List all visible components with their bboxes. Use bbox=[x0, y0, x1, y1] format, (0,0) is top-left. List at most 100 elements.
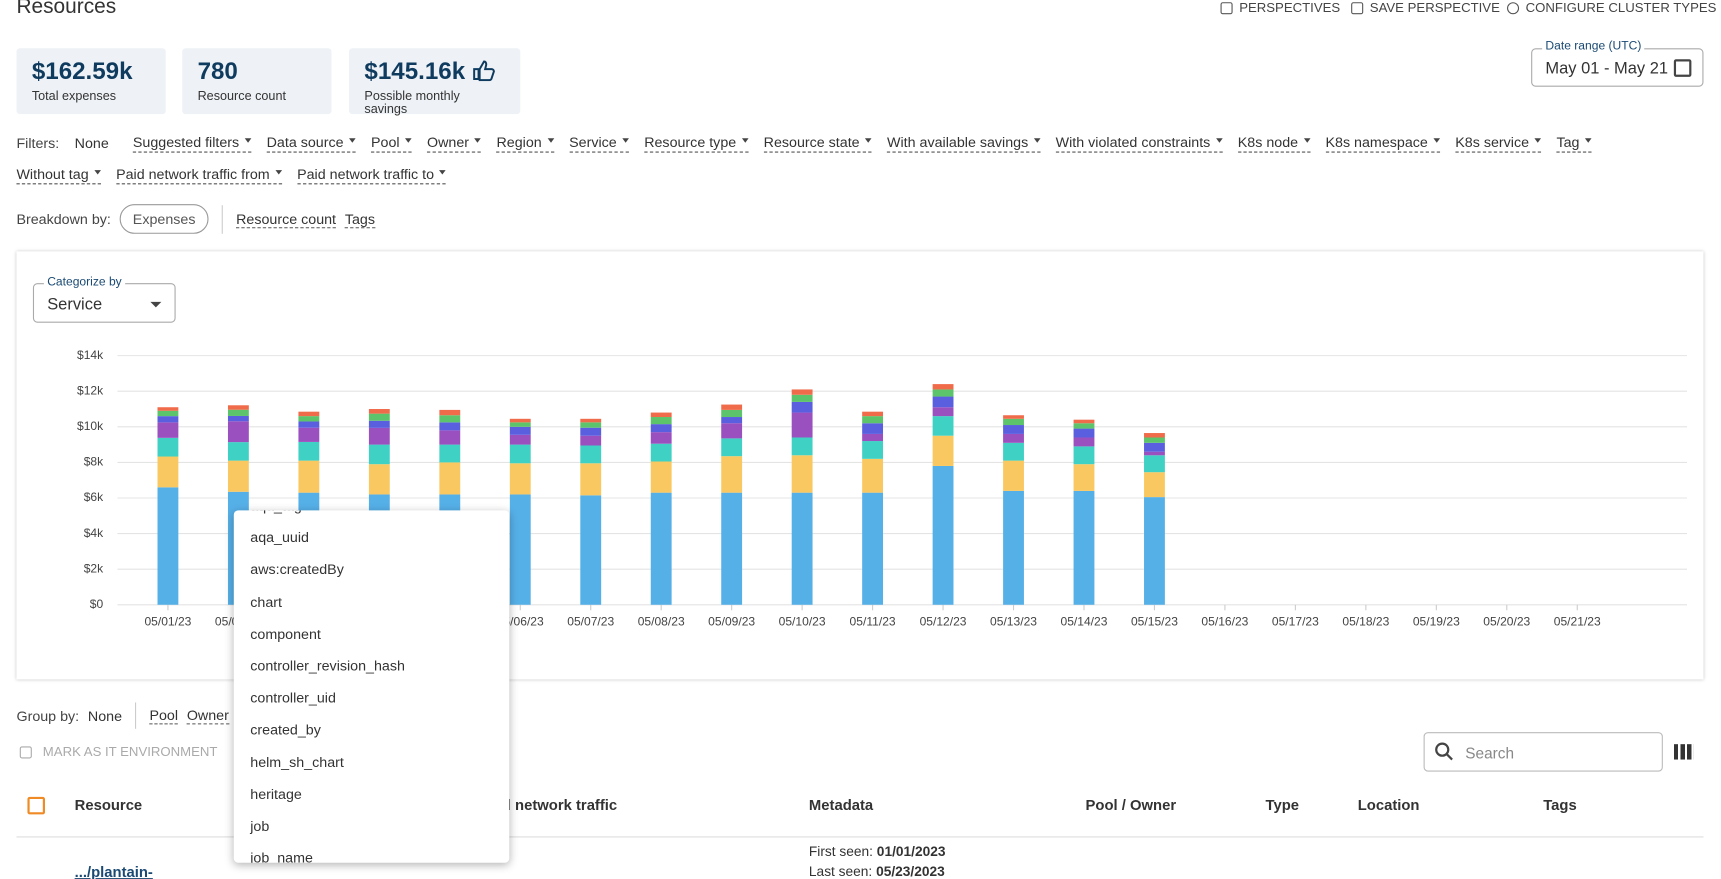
select-all-checkbox[interactable] bbox=[27, 797, 45, 815]
menu-item[interactable]: controller_revision_hash bbox=[250, 657, 405, 673]
filter-dropdown[interactable]: Owner bbox=[427, 134, 481, 153]
menu-item[interactable]: heritage bbox=[250, 786, 302, 802]
filter-dropdown[interactable]: Data source bbox=[267, 134, 356, 153]
configure-button[interactable]: CONFIGURE CLUSTER TYPES bbox=[1507, 0, 1716, 15]
thumbs-up-icon bbox=[472, 59, 496, 81]
bar-segment bbox=[158, 457, 179, 488]
menu-item[interactable]: job_name bbox=[250, 850, 313, 863]
bar-segment bbox=[792, 389, 813, 394]
bar-segment bbox=[1074, 464, 1095, 491]
filter-dropdown[interactable]: Suggested filters bbox=[133, 134, 251, 153]
filter-dropdown[interactable]: K8s service bbox=[1455, 134, 1541, 153]
bar-segment bbox=[721, 405, 742, 410]
card-value: $162.59k bbox=[32, 57, 151, 86]
bar-segment bbox=[580, 436, 601, 446]
card-value: 780 bbox=[198, 57, 317, 86]
column-header[interactable]: Metadata bbox=[809, 797, 873, 813]
bar-segment bbox=[1144, 452, 1165, 456]
bar-segment bbox=[158, 407, 179, 411]
filter-dropdown[interactable]: Resource state bbox=[764, 134, 872, 153]
columns-icon[interactable] bbox=[1674, 744, 1694, 759]
menu-item[interactable]: chart bbox=[250, 593, 282, 609]
menu-item[interactable]: component bbox=[250, 625, 321, 641]
date-range-picker[interactable]: Date range (UTC)May 01 - May 21 bbox=[1531, 48, 1703, 86]
filter-dropdown[interactable]: Without tag bbox=[16, 166, 100, 185]
bar-segment bbox=[721, 456, 742, 492]
group-option[interactable]: Owner bbox=[187, 707, 229, 725]
breakdown-option[interactable]: Resource count bbox=[236, 210, 336, 228]
bar-segment bbox=[651, 432, 672, 444]
bar-segment bbox=[792, 413, 813, 438]
filter-dropdown[interactable]: K8s namespace bbox=[1326, 134, 1440, 153]
filter-dropdown[interactable]: Service bbox=[569, 134, 629, 153]
x-tick-label: 05/12/23 bbox=[920, 615, 967, 629]
column-header[interactable]: Tags bbox=[1543, 797, 1576, 813]
x-tick-label: 05/18/23 bbox=[1342, 615, 1389, 629]
bar-segment bbox=[862, 441, 883, 459]
x-tick-label: 05/21/23 bbox=[1554, 615, 1601, 629]
bar-segment bbox=[510, 463, 531, 494]
filter-dropdown[interactable]: With violated constraints bbox=[1056, 134, 1223, 153]
x-tick-label: 05/15/23 bbox=[1131, 615, 1178, 629]
meta-value: 05/23/2023 bbox=[876, 864, 945, 879]
menu-item[interactable]: aws:createdBy bbox=[250, 561, 344, 577]
card-label: Total expenses bbox=[32, 90, 151, 103]
group-by: Group by:NonePoolOwner bbox=[16, 702, 228, 728]
bar-segment bbox=[933, 397, 954, 408]
filter-dropdown[interactable]: Tag bbox=[1556, 134, 1591, 153]
bar-segment bbox=[580, 463, 601, 495]
filter-dropdown[interactable]: Pool bbox=[371, 134, 412, 153]
save-perspective-button[interactable]: SAVE PERSPECTIVE bbox=[1351, 0, 1500, 15]
column-header[interactable]: Pool / Owner bbox=[1086, 797, 1177, 813]
bar-segment bbox=[369, 464, 390, 494]
column-header[interactable]: Location bbox=[1358, 797, 1420, 813]
bar-segment bbox=[651, 417, 672, 424]
bar-segment bbox=[1003, 491, 1024, 605]
bar-segment bbox=[651, 413, 672, 417]
menu-item[interactable]: created_by bbox=[250, 722, 321, 738]
resource-link[interactable]: .../plantain- bbox=[75, 864, 153, 879]
bar-segment bbox=[228, 405, 249, 409]
menu-item[interactable]: aqa_uuid bbox=[250, 529, 309, 545]
y-tick-label: $8k bbox=[84, 455, 104, 469]
breakdown-option[interactable]: Tags bbox=[345, 210, 375, 228]
summary-card: 780Resource count bbox=[182, 48, 331, 114]
categorize-select[interactable]: Categorize byService bbox=[33, 283, 176, 323]
filter-dropdown[interactable]: Region bbox=[496, 134, 553, 153]
bar-segment bbox=[158, 438, 179, 457]
filter-dropdown[interactable]: Paid network traffic to bbox=[297, 166, 446, 185]
field-value: May 01 - May 21 bbox=[1545, 59, 1668, 78]
column-header[interactable]: Resource bbox=[75, 797, 143, 813]
filter-dropdown[interactable]: Paid network traffic from bbox=[116, 166, 282, 185]
bar-segment bbox=[721, 493, 742, 605]
menu-item[interactable]: helm_sh_chart bbox=[250, 754, 344, 770]
card-label: Possible monthly savings bbox=[364, 90, 504, 116]
menu-item[interactable]: controller_uid bbox=[250, 689, 336, 705]
bar-segment bbox=[721, 438, 742, 456]
mark-env-button[interactable]: MARK AS IT ENVIRONMENT bbox=[20, 744, 218, 759]
bar-segment bbox=[1144, 472, 1165, 497]
bar-segment bbox=[439, 445, 460, 463]
bar-segment bbox=[369, 445, 390, 465]
bar-segment bbox=[1144, 433, 1165, 437]
bar-segment bbox=[862, 416, 883, 423]
group-option[interactable]: Pool bbox=[149, 707, 178, 725]
column-header[interactable]: Type bbox=[1266, 797, 1299, 813]
bar-segment bbox=[1144, 455, 1165, 472]
perspectives-button[interactable]: PERSPECTIVES bbox=[1221, 0, 1341, 15]
button-label: CONFIGURE CLUSTER TYPES bbox=[1526, 0, 1717, 15]
y-tick-label: $12k bbox=[77, 383, 104, 397]
filter-dropdown[interactable]: With available savings bbox=[887, 134, 1040, 153]
bar-segment bbox=[862, 493, 883, 605]
breakdown-active[interactable]: Expenses bbox=[120, 204, 209, 234]
menu-item[interactable]: job bbox=[250, 818, 269, 834]
bar-segment bbox=[933, 384, 954, 389]
filter-dropdown[interactable]: Resource type bbox=[644, 134, 748, 153]
filter-dropdown[interactable]: K8s node bbox=[1238, 134, 1310, 153]
bar-segment bbox=[228, 410, 249, 416]
bar-segment bbox=[158, 422, 179, 437]
search-box[interactable]: Search bbox=[1424, 732, 1663, 772]
bar-segment bbox=[1074, 437, 1095, 446]
button-label: PERSPECTIVES bbox=[1239, 0, 1340, 15]
menu-item[interactable]: aqa_tag bbox=[250, 510, 302, 513]
